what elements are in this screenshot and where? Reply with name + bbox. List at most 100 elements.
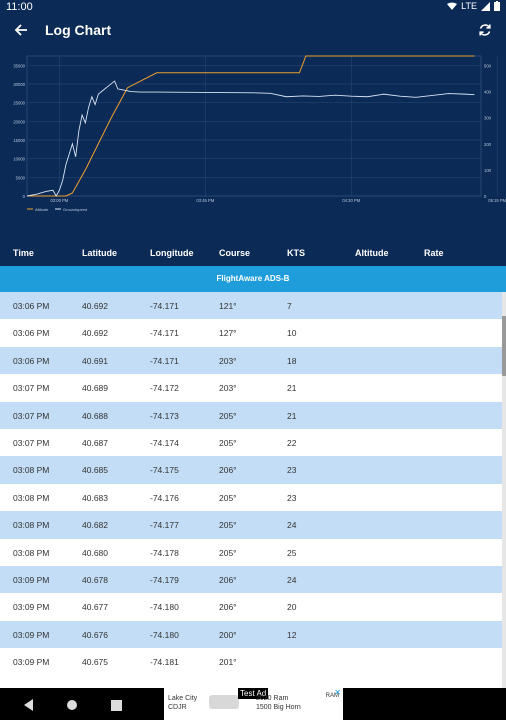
y-left-tick-label: 5000 (16, 175, 26, 180)
table-cell: 03:07 PM (13, 437, 50, 448)
refresh-button[interactable] (474, 19, 496, 41)
table-cell: 40.691 (82, 355, 108, 366)
table-cell: -74.172 (150, 383, 179, 394)
table-row[interactable]: 03:06 PM 40.691 -74.171 203° 18 (0, 346, 502, 375)
table-cell: 203° (219, 383, 237, 394)
table-cell: -74.175 (150, 465, 179, 476)
ad-brand: RAM (325, 693, 339, 699)
table-header: Time Latitude Longitude Course KTS Altit… (0, 242, 506, 266)
plot-frame (26, 55, 482, 197)
triangle-back-icon (24, 699, 33, 711)
refresh-icon (479, 24, 491, 36)
table-cell: 40.678 (82, 574, 108, 585)
ad-label: Test Ad (238, 688, 269, 699)
table-cell: 03:09 PM (13, 574, 50, 585)
table-cell: -74.177 (150, 520, 179, 531)
nav-home-button[interactable] (66, 698, 78, 716)
table-cell: 22 (287, 437, 297, 448)
y-left-tick-label: 0 (23, 194, 26, 199)
table-cell: 21 (287, 383, 297, 394)
table-row[interactable]: 03:08 PM 40.682 -74.177 205° 24 (0, 511, 502, 539)
y-right-tick-label: 300 (484, 116, 492, 121)
table-row[interactable]: 03:07 PM 40.688 -74.173 205° 21 (0, 401, 502, 429)
wifi-icon (447, 2, 458, 10)
table-cell: 10 (287, 328, 297, 339)
table-cell: 205° (219, 520, 237, 531)
scrollbar-thumb[interactable] (502, 316, 506, 376)
table-cell: 40.687 (82, 437, 108, 448)
table-row[interactable]: 03:08 PM 40.680 -74.178 205° 25 (0, 538, 502, 566)
log-chart: 0 5000 10000 15000 20000 25000 30000 35000 0 100 2… (0, 46, 506, 242)
table-cell: 24 (287, 520, 297, 531)
nav-back-button[interactable] (24, 698, 34, 716)
status-time: 11:00 (6, 1, 33, 13)
square-recents-icon (111, 700, 122, 711)
table-row[interactable]: 03:08 PM 40.685 -74.175 206° 23 (0, 456, 502, 484)
arrow-left-icon (14, 24, 27, 36)
ad-car-image (209, 695, 239, 709)
table-row[interactable]: 03:06 PM 40.692 -74.171 121° 7 (0, 292, 502, 320)
table-cell: 40.680 (82, 547, 108, 558)
back-button[interactable] (10, 19, 32, 41)
ad-city: Lake City CDJR (168, 694, 197, 712)
table-cell: 12 (287, 629, 297, 640)
ad-bar: Lake City CDJR Test Ad 2020 Ram 1500 Big H… (0, 688, 506, 720)
y-right-tick-label: 200 (484, 142, 492, 147)
table-cell: 20 (287, 602, 297, 613)
table-cell: 03:09 PM (13, 602, 50, 613)
header-time: Time (13, 248, 34, 258)
table-cell: 03:08 PM (13, 492, 50, 503)
table-cell: -74.171 (150, 301, 179, 311)
table-cell: 205° (219, 547, 237, 558)
ad-close-icon[interactable]: ✕ (334, 688, 341, 697)
table-cell: -74.181 (150, 657, 179, 668)
table-row[interactable]: 03:08 PM 40.683 -74.176 205° 23 (0, 483, 502, 512)
table-row[interactable]: 03:09 PM 40.677 -74.180 206° 20 (0, 593, 502, 621)
page-title: Log Chart (45, 22, 112, 38)
table-row[interactable]: 03:09 PM 40.675 -74.181 201° (0, 648, 502, 676)
table-row[interactable]: 03:07 PM 40.689 -74.172 203° 21 (0, 374, 502, 402)
y-left-tick-label: 20000 (13, 119, 25, 124)
table-cell: 201° (219, 657, 237, 668)
table-cell: -74.178 (150, 547, 179, 558)
app-bar: Log Chart (0, 14, 506, 46)
table-cell: 03:06 PM (13, 328, 50, 339)
table-cell: 03:06 PM (13, 301, 50, 311)
table-cell: 40.692 (82, 301, 108, 311)
ad-banner[interactable]: Lake City CDJR Test Ad 2020 Ram 1500 Big H… (164, 688, 343, 720)
ad-model-line1: 2020 Ram (256, 695, 289, 702)
y-left-tick-label: 35000 (13, 63, 25, 68)
table-cell: 40.682 (82, 520, 108, 531)
y-left-tick-label: 30000 (13, 82, 25, 87)
scrollbar[interactable] (502, 292, 506, 688)
x-tick-label: 03:45 PM (196, 198, 214, 203)
table-cell: 203° (219, 355, 237, 366)
table-cell: 40.689 (82, 383, 108, 394)
header-kts: KTS (287, 248, 305, 258)
table-row[interactable]: 03:09 PM 40.676 -74.180 200° 12 (0, 620, 502, 649)
table-row[interactable]: 03:07 PM 40.687 -74.174 205° 22 (0, 428, 502, 457)
section-header: FlightAware ADS-B (0, 266, 506, 292)
groundspeed-series-line (26, 80, 475, 197)
y-left-tick-label: 10000 (13, 157, 25, 162)
table-cell: 03:06 PM (13, 355, 50, 366)
table-cell: 03:08 PM (13, 465, 50, 476)
ad-city-line2: CDJR (168, 704, 187, 711)
status-bar: 11:00 LTE (0, 0, 506, 14)
table-row[interactable]: 03:09 PM 40.678 -74.179 206° 24 (0, 565, 502, 594)
header-longitude: Longitude (150, 248, 194, 258)
table-row[interactable]: 03:06 PM 40.692 -74.171 127° 10 (0, 319, 502, 347)
table-cell: -74.171 (150, 355, 179, 366)
x-tick-label: 04:30 PM (342, 198, 360, 203)
table-cell: 205° (219, 492, 237, 503)
table-cell: 206° (219, 574, 237, 585)
ad-model-line2: 1500 Big Horn (256, 704, 301, 711)
table-cell: 206° (219, 602, 237, 613)
log-table[interactable]: 03:06 PM 40.692 -74.171 121° 7 03:06 PM 40.692… (0, 292, 502, 688)
table-cell: 03:09 PM (13, 629, 50, 640)
table-cell: 40.688 (82, 410, 108, 421)
table-cell: 40.676 (82, 629, 108, 640)
nav-recents-button[interactable] (111, 698, 122, 716)
table-cell: 40.692 (82, 328, 108, 339)
altitude-series-line (27, 55, 475, 197)
